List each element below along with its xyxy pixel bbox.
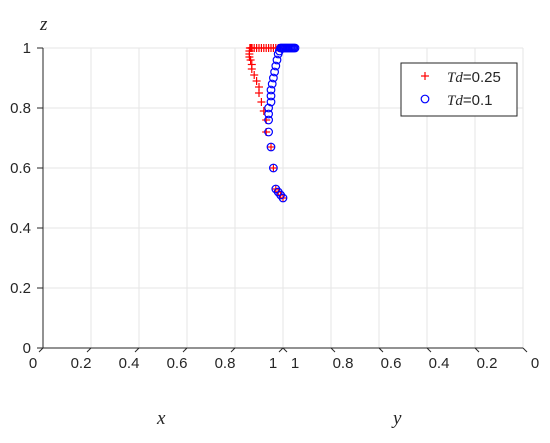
legend: Td=0.25 Td=0.1 bbox=[400, 62, 518, 117]
data-point bbox=[264, 127, 274, 137]
legend-marker-circle bbox=[420, 94, 430, 104]
legend-label-suffix: =0.1 bbox=[463, 92, 493, 109]
grid-layer bbox=[42, 47, 524, 349]
x-tick-mark bbox=[522, 347, 528, 353]
x-tick-label: 0.4 bbox=[429, 355, 450, 372]
x-tick-label: 0.8 bbox=[333, 355, 354, 372]
x-tick-mark bbox=[426, 347, 432, 353]
data-point bbox=[252, 77, 261, 85]
legend-label-prefix: Td bbox=[447, 93, 463, 109]
legend-label-suffix: =0.25 bbox=[463, 69, 501, 86]
z-tick-label: 0.2 bbox=[10, 280, 31, 297]
y-tick-mark bbox=[278, 347, 284, 353]
data-point bbox=[247, 60, 256, 69]
data-point bbox=[264, 109, 274, 119]
data-point bbox=[269, 163, 278, 173]
tick-labels: 0000.20.20.20.40.40.40.60.60.60.80.80.81… bbox=[10, 40, 539, 372]
y-tick-mark bbox=[86, 347, 92, 353]
legend-marker-circle-glyph bbox=[420, 94, 430, 104]
x-tick-mark bbox=[330, 347, 336, 353]
legend-item-td-01: Td=0.1 bbox=[420, 92, 492, 109]
z-tick-label: 0.8 bbox=[10, 100, 31, 117]
x-tick-label: 0 bbox=[531, 355, 539, 372]
data-point bbox=[266, 97, 276, 107]
y-tick-label: 0.6 bbox=[167, 355, 188, 372]
data-point bbox=[264, 115, 274, 125]
legend-label-td-025: Td=0.25 bbox=[447, 69, 501, 86]
y-tick-label: 0 bbox=[29, 355, 37, 372]
data-point bbox=[290, 43, 300, 53]
z-tick-label: 1 bbox=[23, 40, 31, 57]
y-tick-mark bbox=[182, 347, 188, 353]
y-tick-label: 1 bbox=[269, 355, 277, 372]
data-point bbox=[266, 142, 276, 152]
data-point bbox=[271, 184, 281, 194]
x-tick-mark bbox=[282, 347, 288, 353]
x-axis-label: x bbox=[156, 408, 166, 429]
x-tick-label: 0.2 bbox=[477, 355, 498, 372]
data-point bbox=[264, 103, 274, 113]
data-point bbox=[271, 61, 281, 71]
z-tick-label: 0.4 bbox=[10, 220, 31, 237]
data-point bbox=[272, 55, 282, 65]
data-point bbox=[270, 67, 280, 77]
data-point bbox=[266, 91, 276, 101]
legend-marker-plus-glyph bbox=[421, 72, 429, 80]
data-point bbox=[269, 73, 278, 83]
x-tick-mark bbox=[474, 347, 480, 353]
y-tick-label: 0.4 bbox=[119, 355, 140, 372]
z-tick-label: 0.6 bbox=[10, 160, 31, 177]
z-axis-label: z bbox=[39, 14, 48, 35]
data-point bbox=[255, 83, 263, 91]
y-tick-mark bbox=[134, 347, 140, 353]
y-tick-mark bbox=[230, 347, 236, 353]
data-point bbox=[267, 79, 277, 89]
legend-label-td-01: Td=0.1 bbox=[447, 92, 492, 109]
data-point bbox=[250, 71, 259, 79]
data-point bbox=[267, 143, 275, 151]
data-point bbox=[257, 98, 266, 106]
y-tick-label: 0.8 bbox=[215, 355, 236, 372]
data-point bbox=[269, 164, 278, 172]
z-tick-label: 0 bbox=[23, 340, 31, 357]
legend-marker-plus bbox=[421, 72, 429, 80]
x-tick-label: 1 bbox=[291, 355, 299, 372]
y-axis-label: y bbox=[391, 408, 402, 429]
y-tick-mark bbox=[38, 347, 44, 353]
data-point bbox=[266, 85, 276, 95]
x-tick-label: 0.6 bbox=[381, 355, 402, 372]
x-tick-mark bbox=[378, 347, 384, 353]
legend-item-td-025: Td=0.25 bbox=[421, 69, 501, 86]
series-1 bbox=[264, 43, 300, 203]
legend-label-prefix: Td bbox=[447, 70, 463, 86]
legend-box bbox=[400, 62, 518, 117]
series-layer bbox=[245, 43, 300, 203]
y-tick-label: 0.2 bbox=[71, 355, 92, 372]
